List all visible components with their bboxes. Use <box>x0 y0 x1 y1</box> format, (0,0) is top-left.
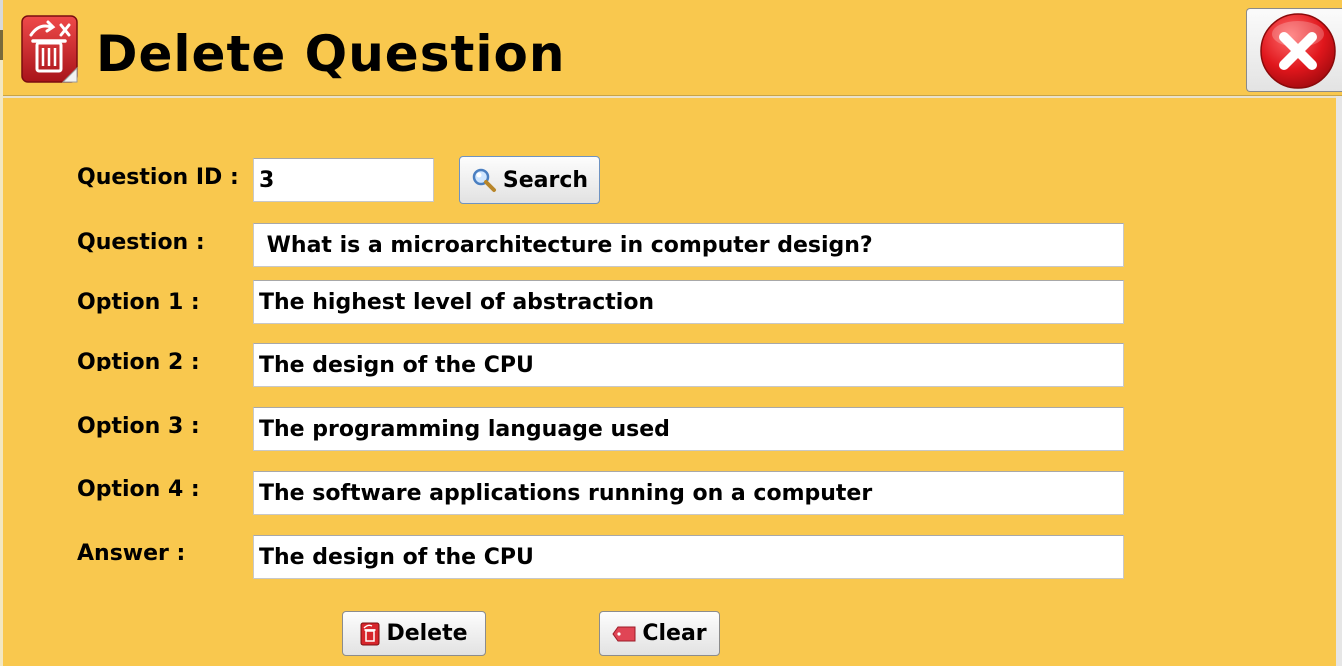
option1-input[interactable] <box>253 280 1124 324</box>
search-button-label: Search <box>502 167 589 193</box>
question-id-input[interactable] <box>253 158 434 202</box>
window-right-edge <box>1336 96 1342 666</box>
answer-input[interactable] <box>253 535 1124 579</box>
option3-label: Option 3 : <box>77 414 200 439</box>
option3-input[interactable] <box>253 407 1124 451</box>
option2-label-container: Option 2 : <box>77 350 237 371</box>
option2-input[interactable] <box>253 343 1124 387</box>
question-id-label: Question ID : <box>77 165 239 190</box>
answer-label: Answer : <box>77 541 186 566</box>
delete-button[interactable]: Delete <box>342 611 486 656</box>
trash-can-icon <box>21 15 78 83</box>
window-left-edge <box>0 0 3 666</box>
close-button[interactable] <box>1246 8 1342 92</box>
title-bar-divider <box>3 96 1342 98</box>
question-label: Question : <box>77 230 205 255</box>
trash-can-icon <box>360 622 380 645</box>
option4-input[interactable] <box>253 471 1124 515</box>
close-icon <box>1260 13 1336 89</box>
search-button[interactable]: Search <box>459 156 600 204</box>
search-icon <box>472 168 496 192</box>
option2-label: Option 2 : <box>77 350 200 371</box>
question-input[interactable] <box>253 223 1124 267</box>
delete-button-label: Delete <box>386 621 468 646</box>
clear-button-label: Clear <box>642 621 707 646</box>
eraser-icon <box>612 626 636 641</box>
page-title: Delete Question <box>96 25 566 83</box>
option4-label: Option 4 : <box>77 477 200 502</box>
title-bar: Delete Question <box>3 0 1342 96</box>
clear-button[interactable]: Clear <box>599 611 720 656</box>
option1-label: Option 1 : <box>77 290 200 315</box>
